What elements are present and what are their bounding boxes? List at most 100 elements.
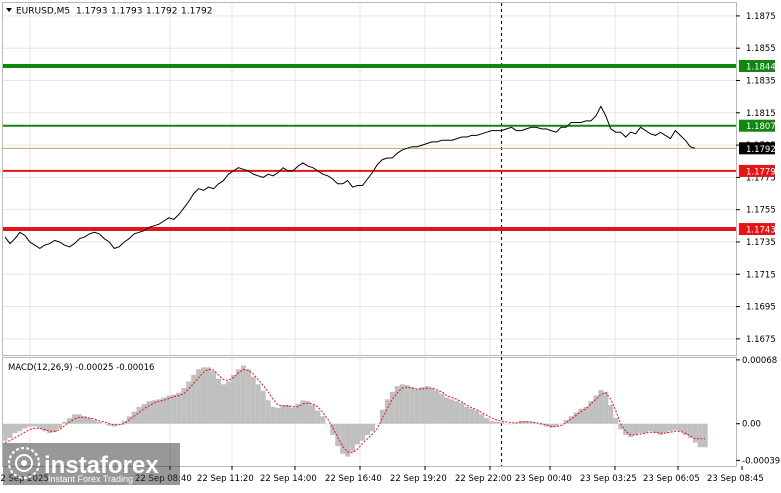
macd-histogram-bar: [583, 406, 589, 424]
macd-histogram-bar: [206, 367, 212, 424]
macd-histogram-bar: [633, 423, 639, 436]
price-tick-label: 1.1835: [746, 77, 776, 87]
macd-histogram-bar: [568, 416, 574, 424]
level-price-tag: [739, 59, 775, 72]
macd-histogram-bar: [295, 404, 301, 424]
macd-histogram-bar: [7, 423, 13, 438]
macd-histogram-bar: [345, 423, 351, 457]
macd-histogram-bar: [230, 374, 236, 424]
macd-histogram-bar: [439, 393, 445, 424]
macd-histogram-bar: [613, 418, 619, 424]
instaforex-logo-icon: [7, 446, 41, 480]
macd-histogram-bar: [260, 390, 266, 424]
macd-histogram-bar: [72, 414, 78, 424]
time-tick-label: 23 Sep 03:25: [580, 474, 637, 484]
macd-axis[interactable]: 0.00068 0.00 -0.00039: [736, 356, 780, 466]
current-price-label: 1.1792: [746, 145, 776, 155]
macd-histogram-bar: [573, 412, 579, 424]
macd-histogram-bar: [489, 420, 495, 424]
macd-histogram-bar: [81, 416, 87, 424]
macd-histogram-bar: [672, 423, 678, 431]
macd-histogram-bar: [225, 381, 231, 424]
ohlc-high: 1.1793: [111, 7, 143, 17]
main-chart-frame[interactable]: [2, 2, 737, 356]
macd-histogram-bar: [369, 423, 375, 432]
macd-histogram-bar: [543, 423, 549, 427]
macd-histogram-bar: [17, 423, 23, 432]
macd-histogram-bar: [2, 423, 8, 441]
macd-histogram-bar: [161, 397, 167, 424]
price-line: [4, 105, 696, 249]
macd-histogram-bar: [106, 423, 112, 426]
macd-histogram-bar: [211, 371, 217, 424]
macd-histogram-bar: [608, 404, 614, 424]
level-price-label: 1.1779: [746, 167, 776, 177]
price-tick-label: 1.1855: [746, 44, 776, 54]
macd-histogram-bar: [290, 407, 296, 424]
macd-histogram-bar: [310, 404, 316, 424]
macd-histogram-bar: [186, 381, 192, 424]
ohlc-low: 1.1792: [146, 7, 178, 17]
level-price-tag: [739, 223, 775, 236]
macd-histogram-bar: [548, 423, 554, 428]
collapse-arrow-icon[interactable]: [6, 8, 12, 12]
macd-histogram-bar: [305, 401, 311, 424]
macd-histogram-bar: [285, 404, 291, 424]
macd-histogram-bar: [220, 384, 226, 424]
macd-histogram-bar: [101, 423, 107, 425]
price-tick-label: 1.1735: [746, 238, 776, 248]
macd-histogram-bar: [86, 418, 92, 424]
current-price-tag: [739, 142, 775, 155]
macd-histogram-bar: [47, 423, 53, 434]
macd-histogram-bar: [469, 408, 475, 424]
macd-histogram-bar: [325, 423, 331, 425]
macd-histogram-bar: [57, 423, 63, 429]
macd-histogram-bar: [638, 423, 644, 434]
macd-histogram-bar: [459, 403, 465, 424]
macd-histogram-bar: [697, 423, 703, 448]
price-tick-label: 1.1695: [746, 303, 776, 313]
macd-histogram-bar: [464, 406, 470, 424]
macd-histogram-bar: [687, 423, 693, 438]
macd-histogram-bar: [444, 397, 450, 424]
macd-histogram-bar: [504, 423, 510, 425]
macd-histogram-bar: [250, 376, 256, 424]
macd-histogram-bar: [409, 387, 415, 424]
time-tick-label: 23 Sep 00:40: [515, 474, 572, 484]
macd-histogram-bar: [255, 384, 261, 424]
macd-histogram-bar: [22, 423, 28, 429]
macd-histogram-bar: [265, 400, 271, 424]
macd-histogram-bar: [245, 369, 251, 424]
time-tick-label: 22 Sep 11:20: [197, 474, 254, 484]
macd-histogram-bar: [355, 423, 361, 445]
macd-histogram-bar: [578, 408, 584, 424]
macd-histogram-bar: [136, 406, 142, 424]
macd-histogram-bar: [67, 418, 73, 424]
macd-histogram-bar: [111, 423, 117, 427]
macd-histogram-bar: [588, 401, 594, 424]
macd-histogram-bar: [643, 423, 649, 434]
time-tick-label: 22 Sep 19:20: [390, 474, 447, 484]
watermark-brand: instaforex: [44, 452, 159, 479]
macd-histogram-bar: [320, 416, 326, 424]
macd-histogram-bar: [32, 423, 38, 427]
macd-histogram-bar: [652, 423, 658, 434]
macd-histogram-bar: [508, 423, 514, 425]
price-axis[interactable]: 1.18751.18551.18351.18151.17951.17751.17…: [736, 12, 776, 345]
macd-histogram-bar: [201, 367, 207, 424]
price-tick-label: 1.1815: [746, 109, 776, 119]
macd-histogram-bar: [434, 390, 440, 424]
macd-histogram-bar: [593, 395, 599, 424]
macd-histogram-bar: [628, 423, 634, 437]
macd-histogram-bar: [235, 369, 241, 424]
level-price-tag: [739, 119, 775, 132]
macd-histogram-bar: [603, 391, 609, 424]
macd-histogram-bar: [623, 423, 629, 436]
macd-histogram-bar: [216, 378, 222, 424]
macd-histogram-bar: [76, 414, 82, 424]
macd-histogram-bar: [171, 394, 177, 424]
level-price-label: 1.1844: [746, 62, 776, 72]
macd-histogram-bar: [449, 399, 455, 424]
price-series: [4, 105, 696, 249]
